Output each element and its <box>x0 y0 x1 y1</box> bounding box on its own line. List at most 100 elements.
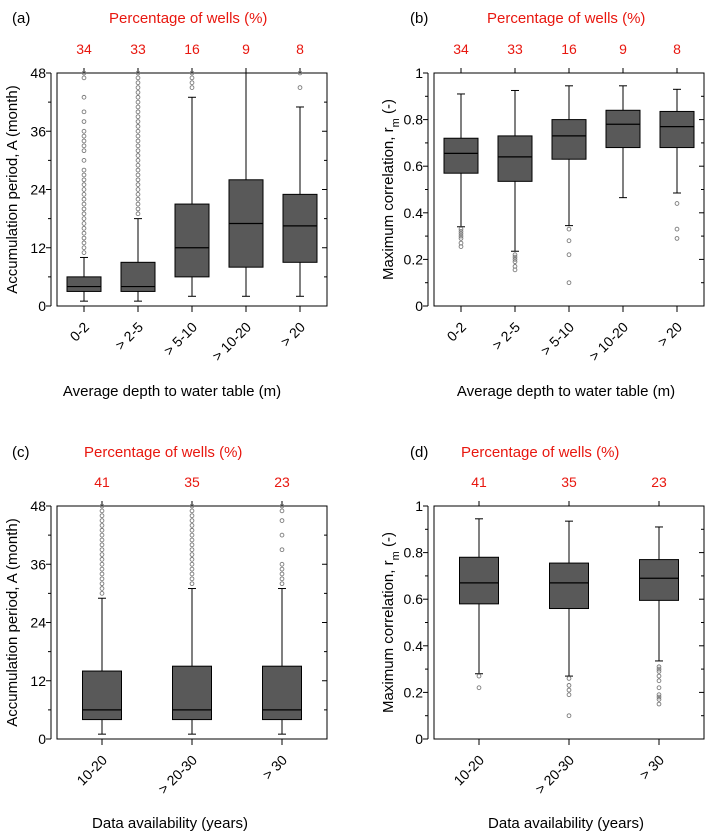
outlier-point <box>81 211 87 217</box>
y-tick-label: 1 <box>415 65 423 81</box>
y-tick-label: 0.2 <box>404 251 424 267</box>
percentage-value: 8 <box>296 41 304 57</box>
percentage-title: Percentage of wells (%) <box>84 444 242 461</box>
percentage-value: 33 <box>507 41 523 57</box>
percentage-value: 35 <box>184 474 200 490</box>
x-category-label: > 5-10 <box>537 319 577 359</box>
x-axis-title: Data availability (years) <box>488 815 644 832</box>
outlier-point <box>674 201 680 206</box>
outlier-point <box>279 581 285 587</box>
box-body <box>639 559 679 601</box>
outlier-point <box>135 90 141 95</box>
outlier-point <box>81 128 87 134</box>
x-category-label: > 20 <box>654 319 685 350</box>
outlier-point <box>135 148 141 154</box>
outlier-point <box>656 666 662 672</box>
outlier-point <box>99 552 105 557</box>
outlier-point <box>279 576 285 582</box>
outlier-point <box>135 124 141 129</box>
box-2 <box>174 70 210 297</box>
outlier-point <box>189 571 195 577</box>
outlier-point <box>81 143 87 149</box>
outlier-point <box>135 201 141 207</box>
x-category-label: 10-20 <box>73 752 110 789</box>
panel-label: (b) <box>410 10 428 27</box>
percentage-value: 33 <box>130 41 146 57</box>
outlier-point <box>135 94 141 100</box>
outlier-point <box>189 576 195 582</box>
x-category-label: > 30 <box>259 752 290 783</box>
chart-panel-c: (c) Percentage of wells (%) 0 12 24 36 48 10-20… <box>4 444 328 832</box>
outlier-point <box>99 523 105 528</box>
outlier-point <box>135 211 141 217</box>
x-category-label: > 10-20 <box>209 319 254 364</box>
outlier-point <box>81 75 87 81</box>
outlier-point <box>674 236 680 241</box>
outlier-point <box>81 225 87 231</box>
outlier-point <box>99 508 105 514</box>
outlier-point <box>189 557 195 562</box>
outlier-point <box>566 683 572 688</box>
box-3 <box>228 72 264 297</box>
x-category-label: 0-2 <box>66 319 92 345</box>
panel-label: (a) <box>12 10 30 27</box>
outlier-point <box>99 591 105 596</box>
box-0 <box>459 518 499 691</box>
box-0 <box>443 93 479 249</box>
outlier-point <box>189 80 195 86</box>
box-2 <box>262 503 302 735</box>
outlier-point <box>458 236 464 241</box>
box-body <box>82 670 122 721</box>
y-tick-label: 0.8 <box>404 112 424 128</box>
outlier-point <box>81 167 87 173</box>
outlier-point <box>81 216 87 221</box>
y-tick-label: 0.2 <box>404 684 424 700</box>
y-tick-label: 0 <box>38 298 46 314</box>
outlier-point <box>99 581 105 587</box>
outlier-point <box>81 70 87 76</box>
panel-label: (d) <box>410 444 428 461</box>
outlier-point <box>674 226 680 232</box>
x-category-label: 10-20 <box>450 752 487 789</box>
y-axis-title-suffix: (-) <box>380 99 397 118</box>
outlier-point <box>566 238 572 244</box>
outlier-point <box>512 254 518 260</box>
box-4 <box>659 88 695 241</box>
outlier-point <box>135 133 141 139</box>
outlier-point <box>189 552 195 557</box>
outlier-point <box>99 518 105 523</box>
y-axis-title: Accumulation period, A (month) <box>4 518 21 726</box>
box-body <box>66 276 102 292</box>
outlier-point <box>458 244 464 249</box>
outlier-point <box>135 128 141 134</box>
x-category-label: > 20-30 <box>155 752 200 797</box>
box-body <box>549 562 589 610</box>
percentage-value: 16 <box>184 41 200 57</box>
y-tick-label: 0 <box>415 731 423 747</box>
outlier-point <box>279 566 285 572</box>
percentage-title: Percentage of wells (%) <box>461 444 619 461</box>
outlier-point <box>81 206 87 212</box>
outlier-point <box>566 226 572 232</box>
outlier-point <box>81 240 87 246</box>
outlier-point <box>99 566 105 572</box>
outlier-point <box>189 581 195 587</box>
outlier-point <box>99 586 105 591</box>
outlier-point <box>279 518 285 523</box>
outlier-point <box>189 518 195 523</box>
outlier-point <box>512 257 518 262</box>
y-axis-title: Maximum correlation, rm (-) <box>380 99 402 280</box>
y-axis-title-main: Accumulation period, A (month) <box>4 518 21 726</box>
box-1 <box>120 70 156 302</box>
outlier-point <box>135 192 141 197</box>
outlier-point <box>135 177 141 183</box>
outlier-point <box>81 245 87 251</box>
chart-panel-b: (b) Percentage of wells (%) 0 0.2 0.4 0.6 0.8 1… <box>380 10 705 400</box>
box-body <box>551 119 587 160</box>
outlier-point <box>656 697 662 702</box>
outlier-point <box>189 70 195 76</box>
outlier-point <box>135 80 141 86</box>
outlier-point <box>279 547 285 553</box>
x-axis-title: Data availability (years) <box>92 815 248 832</box>
outlier-point <box>99 537 105 543</box>
